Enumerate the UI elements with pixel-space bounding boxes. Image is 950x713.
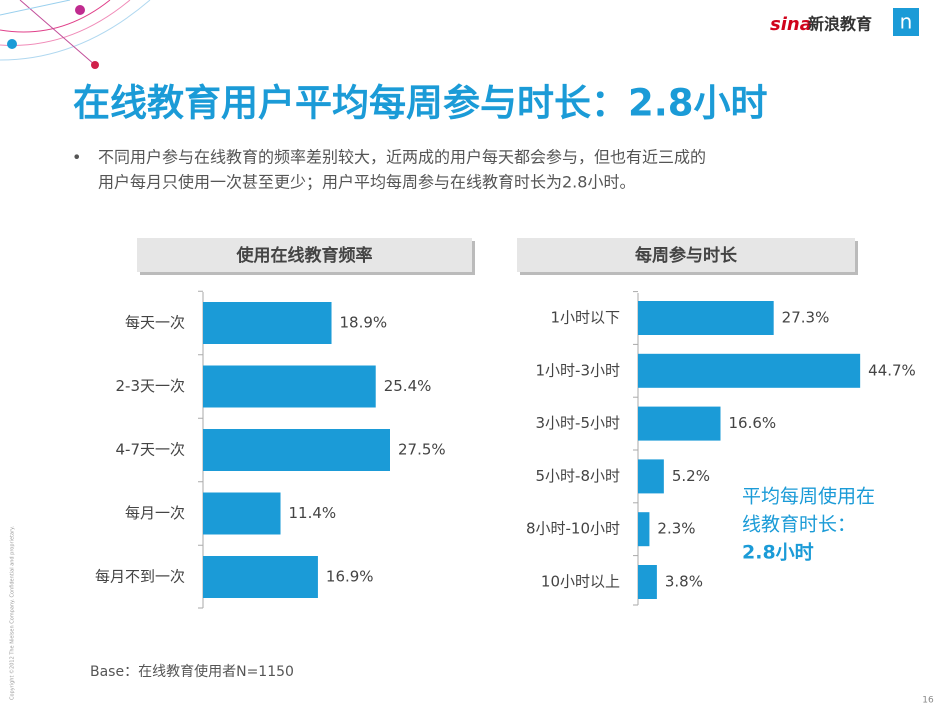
bar xyxy=(638,459,664,494)
value-label: 16.6% xyxy=(729,414,777,432)
value-label: 27.5% xyxy=(398,441,446,459)
category-label: 1小时以下 xyxy=(550,309,620,327)
annotation: 2.8小时 xyxy=(742,542,814,564)
slide-title: 在线教育用户平均每周参与时长：2.8小时 xyxy=(73,82,768,125)
category-label: 每月一次 xyxy=(125,504,185,522)
header-box xyxy=(137,238,472,272)
base-note: Base：在线教育使用者N=1150 xyxy=(90,663,294,680)
value-label: 11.4% xyxy=(289,504,337,522)
value-label: 3.8% xyxy=(665,573,703,591)
annotation: 线教育时长： xyxy=(742,514,856,536)
category-label: 10小时以上 xyxy=(541,573,620,591)
bar xyxy=(638,353,861,388)
category-label: 4-7天一次 xyxy=(116,441,186,459)
bar xyxy=(203,365,376,408)
category-label: 5小时-8小时 xyxy=(536,467,621,485)
logo-text: 新浪教育 xyxy=(808,15,872,34)
chart-title: 使用在线教育频率 xyxy=(236,245,373,266)
page-number: 16 xyxy=(922,696,934,706)
value-label: 27.3% xyxy=(782,309,830,327)
value-label: 18.9% xyxy=(340,314,388,332)
bar xyxy=(203,429,390,471)
category-label: 每天一次 xyxy=(125,314,185,332)
value-label: 25.4% xyxy=(384,377,432,395)
decoration xyxy=(0,0,151,69)
bar xyxy=(638,565,657,599)
bar xyxy=(203,302,332,344)
category-label: 2-3天一次 xyxy=(116,377,186,395)
category-label: 每月不到一次 xyxy=(95,568,185,586)
header-box xyxy=(517,238,855,272)
bar xyxy=(203,556,318,598)
chart-title: 每周参与时长 xyxy=(635,245,738,266)
category-label: 3小时-5小时 xyxy=(536,414,621,432)
bar xyxy=(638,301,774,335)
category-label: 1小时-3小时 xyxy=(536,361,621,379)
bar xyxy=(638,512,650,547)
bullet-line: 用户每月只使用一次甚至更少；用户平均每周参与在线教育时长为2.8小时。 xyxy=(98,173,635,192)
copyright: Copyright ©2012 The Nielsen Company. Con… xyxy=(9,526,16,700)
logo-brand: sina xyxy=(770,14,812,35)
annotation: 平均每周使用在 xyxy=(742,486,875,508)
bar xyxy=(203,492,281,535)
logo-mark: n xyxy=(900,10,913,34)
logo-box xyxy=(893,8,919,36)
value-label: 2.3% xyxy=(657,520,695,538)
value-label: 44.7% xyxy=(868,361,916,379)
bullet-dot: • xyxy=(72,148,81,167)
value-label: 16.9% xyxy=(326,568,374,586)
bar xyxy=(638,406,721,441)
category-label: 8小时-10小时 xyxy=(526,520,620,538)
bullet-line: 不同用户参与在线教育的频率差别较大，近两成的用户每天都会参与，但也有近三成的 xyxy=(98,148,706,167)
value-label: 5.2% xyxy=(672,467,710,485)
